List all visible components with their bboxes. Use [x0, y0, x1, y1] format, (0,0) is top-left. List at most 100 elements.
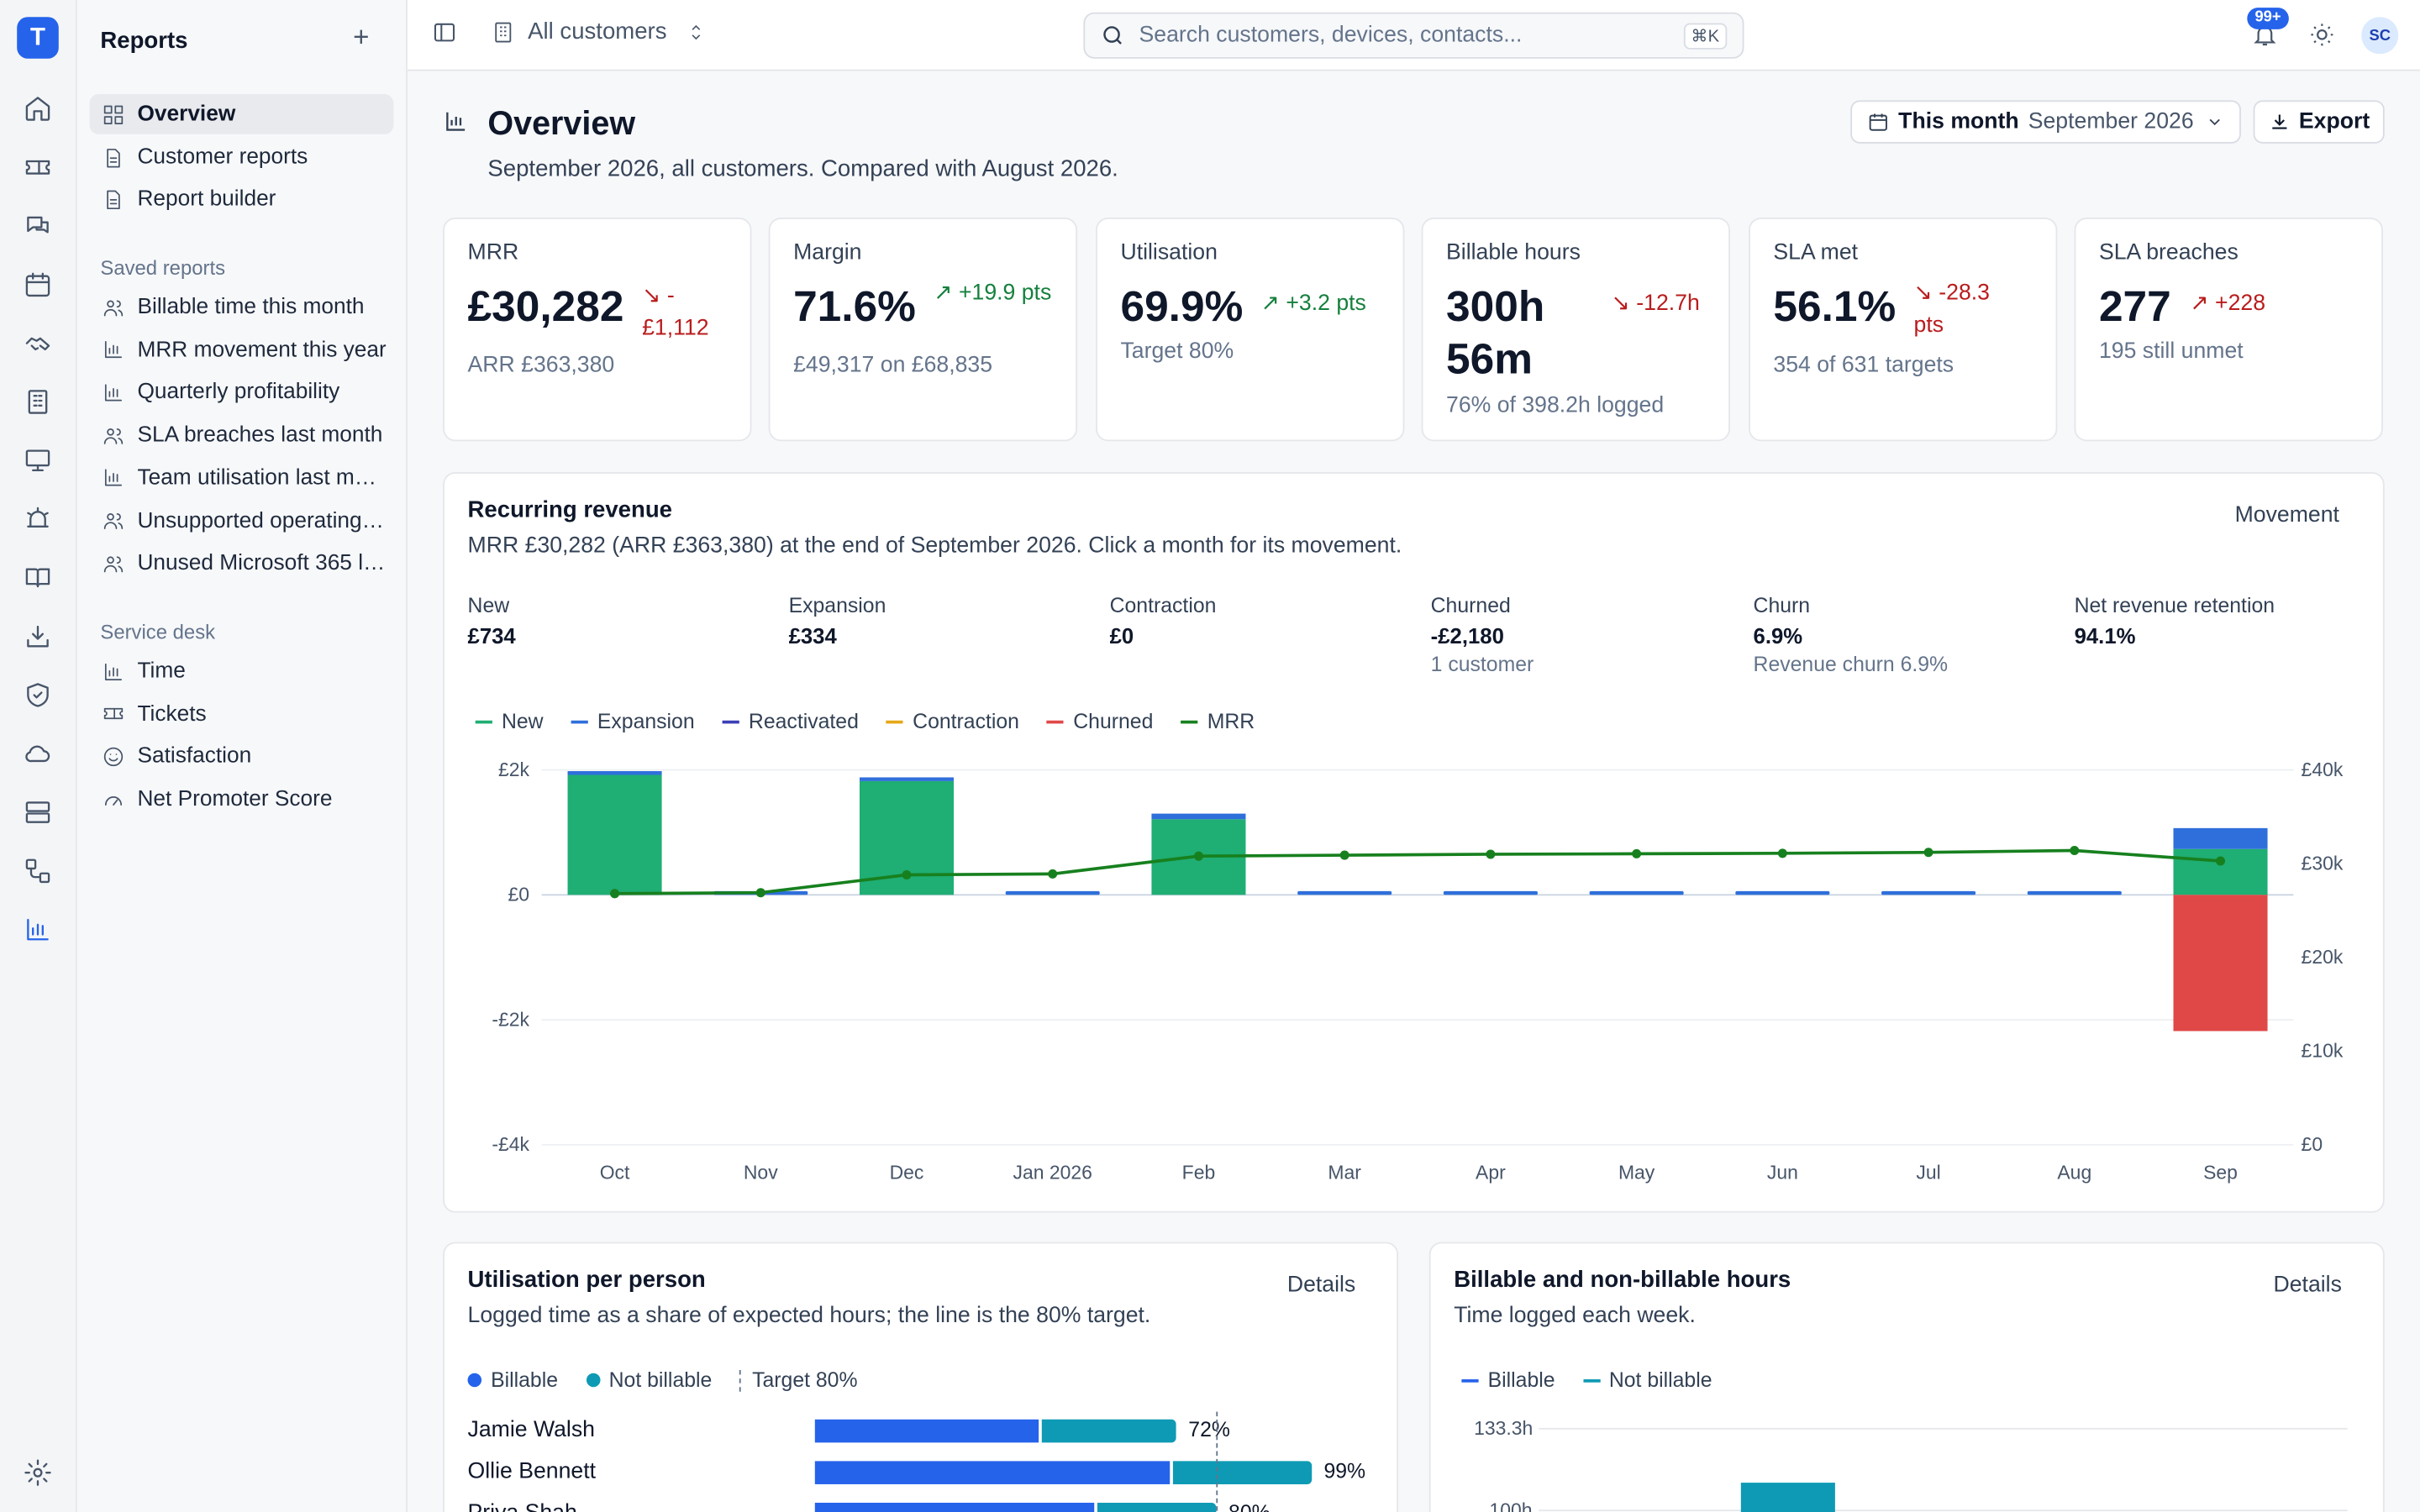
export-button[interactable]: Export	[2253, 100, 2385, 144]
bar-expansion[interactable]	[1005, 890, 1100, 895]
stat-value: £734	[467, 623, 516, 648]
mrr-point[interactable]	[1486, 849, 1496, 859]
sidebar-item-satisfaction[interactable]: Satisfaction	[90, 737, 394, 777]
legend-item[interactable]: Contraction	[886, 710, 1019, 732]
sidebar-item-quarterly-profitability[interactable]: Quarterly profitability	[90, 372, 394, 412]
mrr-point[interactable]	[1632, 848, 1642, 858]
sidebar-item-mrr-movement-this-year[interactable]: MRR movement this year	[90, 329, 394, 370]
bar-expansion[interactable]	[1151, 813, 1246, 820]
bar-chart-icon	[104, 662, 123, 680]
bar-expansion[interactable]	[1443, 890, 1538, 895]
hours-details-button[interactable]: Details	[2273, 1273, 2342, 1298]
x-tick-label: Feb	[1182, 1161, 1216, 1183]
kpi-card-margin[interactable]: Margin 71.6% ↗ +19.9 pts £49,317 on £68,…	[768, 217, 1078, 442]
not-billable-bar[interactable]	[1042, 1419, 1176, 1443]
cloud-icon[interactable]	[22, 738, 53, 769]
bar-expansion[interactable]	[1735, 890, 1830, 895]
not-billable-bar[interactable]	[1097, 1502, 1217, 1512]
kpi-card-sla-met[interactable]: SLA met 56.1% ↘ -28.3 pts 354 of 631 tar…	[1749, 217, 2058, 442]
stat-value: 6.9%	[1753, 623, 1803, 648]
sidebar-item-sla-breaches-last-month[interactable]: SLA breaches last month	[90, 415, 394, 455]
calendar-icon[interactable]	[22, 269, 53, 300]
kpi-card-mrr[interactable]: MRR £30,282 ↘ -£1,112 ARR £363,380	[443, 217, 752, 442]
mrr-point[interactable]	[1777, 848, 1787, 858]
bar-expansion[interactable]	[1297, 890, 1392, 895]
sidebar-item-customer-reports[interactable]: Customer reports	[90, 137, 394, 177]
bar-expansion[interactable]	[567, 771, 662, 775]
download-tray-icon[interactable]	[22, 620, 53, 651]
reports-chart-icon[interactable]	[22, 913, 53, 944]
sidebar-item-overview[interactable]: Overview	[89, 94, 394, 134]
bar-expansion[interactable]	[1589, 890, 1684, 895]
sidebar-item-unused-microsoft-365-licences[interactable]: Unused Microsoft 365 licences	[90, 543, 394, 584]
book-icon[interactable]	[22, 562, 53, 593]
kpi-delta: ↗ +19.9 pts	[934, 278, 1057, 311]
legend-item[interactable]: Reactivated	[722, 709, 859, 733]
home-icon[interactable]	[22, 92, 53, 123]
monitor-icon[interactable]	[22, 444, 53, 475]
kpi-card-utilisation[interactable]: Utilisation 69.9% ↗ +3.2 pts Target 80%	[1096, 217, 1405, 442]
chart-legend: New Expansion Reactivated Contraction Churne…	[475, 709, 1283, 733]
bar-new[interactable]	[2173, 848, 2268, 895]
alarm-icon[interactable]	[22, 503, 53, 534]
period-select[interactable]: This month September 2026	[1850, 100, 2241, 144]
movement-button[interactable]: Movement	[2234, 502, 2339, 528]
sidebar-item-net-promoter-score[interactable]: Net Promoter Score	[90, 780, 394, 820]
bar-expansion[interactable]	[2027, 890, 2122, 895]
user-avatar[interactable]: SC	[2361, 17, 2399, 55]
hours-chart[interactable]: 133.3h 100h	[1431, 1410, 2386, 1512]
sidebar-item-unsupported-operating-systems[interactable]: Unsupported operating systems	[90, 501, 394, 541]
mrr-point[interactable]	[2070, 845, 2080, 856]
mrr-point[interactable]	[1048, 869, 1058, 879]
sidebar-item-team-utilisation-last-month[interactable]: Team utilisation last month	[90, 458, 394, 498]
kpi-card-sla-breaches[interactable]: SLA breaches 277 ↗ +228 195 still unmet	[2074, 217, 2383, 442]
building-icon[interactable]	[22, 386, 53, 417]
handshake-icon[interactable]	[22, 327, 53, 358]
chat-icon[interactable]	[22, 210, 53, 241]
workflow-icon[interactable]	[22, 855, 53, 886]
bar-expansion[interactable]	[1881, 890, 1976, 895]
settings-gear-icon[interactable]	[22, 1457, 53, 1488]
billable-bar[interactable]	[814, 1502, 1095, 1512]
mrr-point[interactable]	[610, 889, 620, 899]
mrr-point[interactable]	[755, 888, 765, 898]
users-icon	[103, 513, 124, 529]
stat-label: Expansion	[788, 594, 886, 617]
legend-item[interactable]: New	[475, 710, 544, 732]
ticket-icon[interactable]	[22, 151, 53, 182]
app-logo[interactable]: T	[17, 17, 59, 59]
sidebar-item-report-builder[interactable]: Report builder	[90, 179, 394, 219]
bar-new[interactable]	[567, 774, 662, 895]
bar-churned[interactable]	[2173, 895, 2268, 1032]
legend-item[interactable]: Expansion	[571, 710, 695, 732]
mrr-point[interactable]	[2216, 856, 2226, 866]
utilisation-details-button[interactable]: Details	[1286, 1273, 1356, 1298]
bar-expansion[interactable]	[859, 777, 955, 781]
not-billable-bar[interactable]	[1172, 1461, 1312, 1484]
x-tick-label: Sep	[2203, 1161, 2238, 1183]
sidebar-item-time[interactable]: Time	[90, 651, 394, 691]
legend-label: Reactivated	[748, 709, 859, 733]
legend-item[interactable]: Churned	[1047, 710, 1153, 732]
legend-item[interactable]: MRR	[1181, 710, 1255, 732]
sidebar-item-tickets[interactable]: Tickets	[90, 694, 394, 734]
mrr-point[interactable]	[1339, 850, 1349, 860]
kpi-card-billable-hours[interactable]: Billable hours 300h 56m ↘ -12.7h 76% of …	[1421, 217, 1730, 442]
billable-bar[interactable]	[814, 1419, 1039, 1443]
add-report-button[interactable]: +	[353, 21, 370, 53]
sidebar-toggle-icon[interactable]	[432, 20, 456, 53]
billable-bar[interactable]	[814, 1461, 1170, 1484]
mrr-point[interactable]	[1923, 848, 1933, 858]
search-input[interactable]: Search customers, devices, contacts... ⌘…	[1083, 12, 1744, 59]
recurring-revenue-chart[interactable]: £2k £0 -£2k -£4k £40k £30k £20k £10k £0 Oct Nov Dec…	[445, 748, 2386, 1211]
customer-scope-select[interactable]: All customers	[491, 18, 707, 45]
shield-check-icon[interactable]	[22, 679, 53, 710]
mrr-point[interactable]	[1193, 851, 1203, 861]
server-icon[interactable]	[22, 796, 53, 827]
mrr-point[interactable]	[902, 869, 912, 880]
kpi-delta: ↗ +228	[2190, 288, 2265, 321]
theme-sun-icon[interactable]	[2309, 22, 2335, 55]
bar-expansion[interactable]	[2173, 827, 2268, 849]
sidebar-item-billable-time-this-month[interactable]: Billable time this month	[90, 287, 394, 328]
bar-chart-icon	[443, 108, 469, 142]
